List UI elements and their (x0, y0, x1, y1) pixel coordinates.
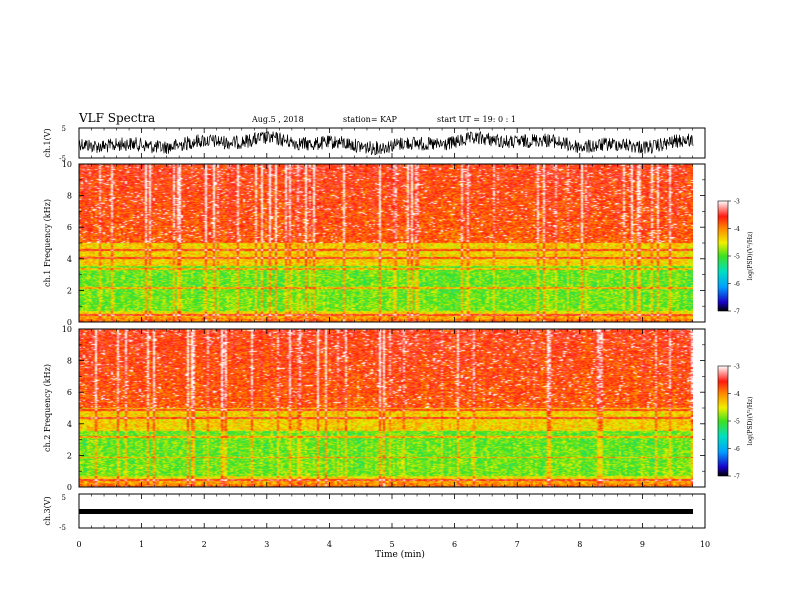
ch3-waveform-panel: 5 -5 ch.3(V) (43, 493, 706, 532)
ch1-waveform-ylabel: ch.1(V) (43, 128, 52, 157)
time-tick-label: 3 (264, 540, 269, 549)
ch1-colorbar: -3 -4 -5 -6 -7 log(PSD)(V²/Hz) (717, 199, 754, 316)
ch2-spectrogram-image (79, 329, 693, 487)
time-tick-label: 4 (327, 540, 332, 549)
ch1-colorbar-label: log(PSD)(V²/Hz) (747, 232, 754, 281)
frequency-tick-label: 2 (67, 451, 72, 460)
colorbar-tick-label: -5 (734, 254, 740, 261)
ch2-spectrogram-yticks: 0 2 4 6 8 10 (62, 325, 705, 492)
frequency-tick-label: 4 (67, 420, 72, 429)
ch3-ytick-bottom: -5 (59, 524, 66, 532)
ch3-ytick-top: 5 (62, 494, 66, 502)
colorbar-tick-label: -3 (734, 199, 740, 206)
ch1-waveform-panel: 5 -5 ch.1(V) (43, 125, 706, 163)
frequency-tick-label: 6 (67, 223, 72, 232)
colorbar-tick-label: -3 (734, 364, 740, 371)
ch2-colorbar: -3 -4 -5 -6 -7 log(PSD)(V²/Hz) (717, 364, 754, 481)
ch1-spectrogram-panel: 0 2 4 6 8 10 ch.1 Frequency (kHz) (43, 160, 706, 327)
ch1-spectrogram-image (79, 164, 693, 322)
frequency-tick-label: 10 (62, 160, 72, 169)
ch1-spectrogram-yticks: 0 2 4 6 8 10 (62, 160, 705, 327)
time-tick-label: 2 (202, 540, 207, 549)
frequency-tick-label: 0 (67, 483, 72, 492)
colorbar-tick-label: -6 (734, 281, 740, 288)
colorbar-tick-label: -7 (734, 474, 740, 481)
colorbar-tick-label: -7 (734, 309, 740, 316)
frequency-tick-label: 2 (67, 286, 72, 295)
time-tick-label: 10 (700, 540, 710, 549)
ch2-spectrogram-ylabel: ch.2 Frequency (kHz) (43, 364, 52, 452)
header-date: Aug.5 , 2018 (251, 115, 304, 124)
colorbar-tick-label: -5 (734, 419, 740, 426)
ch1-ytick-bottom: -5 (59, 155, 66, 163)
time-tick-label: 7 (515, 540, 520, 549)
ch1-colorbar-ticks: -3 -4 -5 -6 -7 (728, 199, 740, 316)
ch1-ytick-top: 5 (62, 125, 66, 133)
frequency-tick-label: 8 (67, 192, 72, 201)
ch1-waveform-line (78, 130, 694, 156)
ch3-waveform-ylabel: ch.3(V) (43, 496, 52, 525)
ch2-colorbar-gradient (717, 365, 729, 477)
time-tick-label: 6 (452, 540, 457, 549)
ch1-colorbar-gradient (717, 200, 729, 312)
time-tick-label: 0 (76, 540, 81, 549)
frequency-tick-label: 6 (67, 388, 72, 397)
header-start-time: start UT = 19: 0 : 1 (437, 115, 516, 124)
time-axis-ticks: 0 1 2 3 4 5 6 7 8 9 10 (76, 128, 710, 549)
colorbar-tick-label: -6 (734, 446, 740, 453)
ch2-colorbar-label: log(PSD)(V²/Hz) (747, 397, 754, 446)
ch2-spectrogram-panel: 0 2 4 6 8 10 ch.2 Frequency (kHz) (43, 325, 706, 492)
colorbar-tick-label: -4 (734, 226, 740, 233)
time-axis-label: Time (min) (375, 549, 425, 560)
time-tick-label: 1 (139, 540, 144, 549)
time-tick-label: 9 (640, 540, 645, 549)
frequency-tick-label: 4 (67, 255, 72, 264)
header-station: station= KAP (343, 115, 398, 124)
ch2-colorbar-ticks: -3 -4 -5 -6 -7 (728, 364, 740, 481)
ch1-spectrogram-ylabel: ch.1 Frequency (kHz) (43, 199, 52, 287)
time-tick-label: 8 (577, 540, 582, 549)
frequency-tick-label: 0 (67, 318, 72, 327)
frequency-tick-label: 8 (67, 357, 72, 366)
frequency-tick-label: 10 (62, 325, 72, 334)
figure-title: VLF Spectra (78, 111, 155, 125)
colorbar-tick-label: -4 (734, 391, 740, 398)
time-tick-label: 5 (389, 540, 394, 549)
ch3-waveform-line (79, 509, 693, 514)
